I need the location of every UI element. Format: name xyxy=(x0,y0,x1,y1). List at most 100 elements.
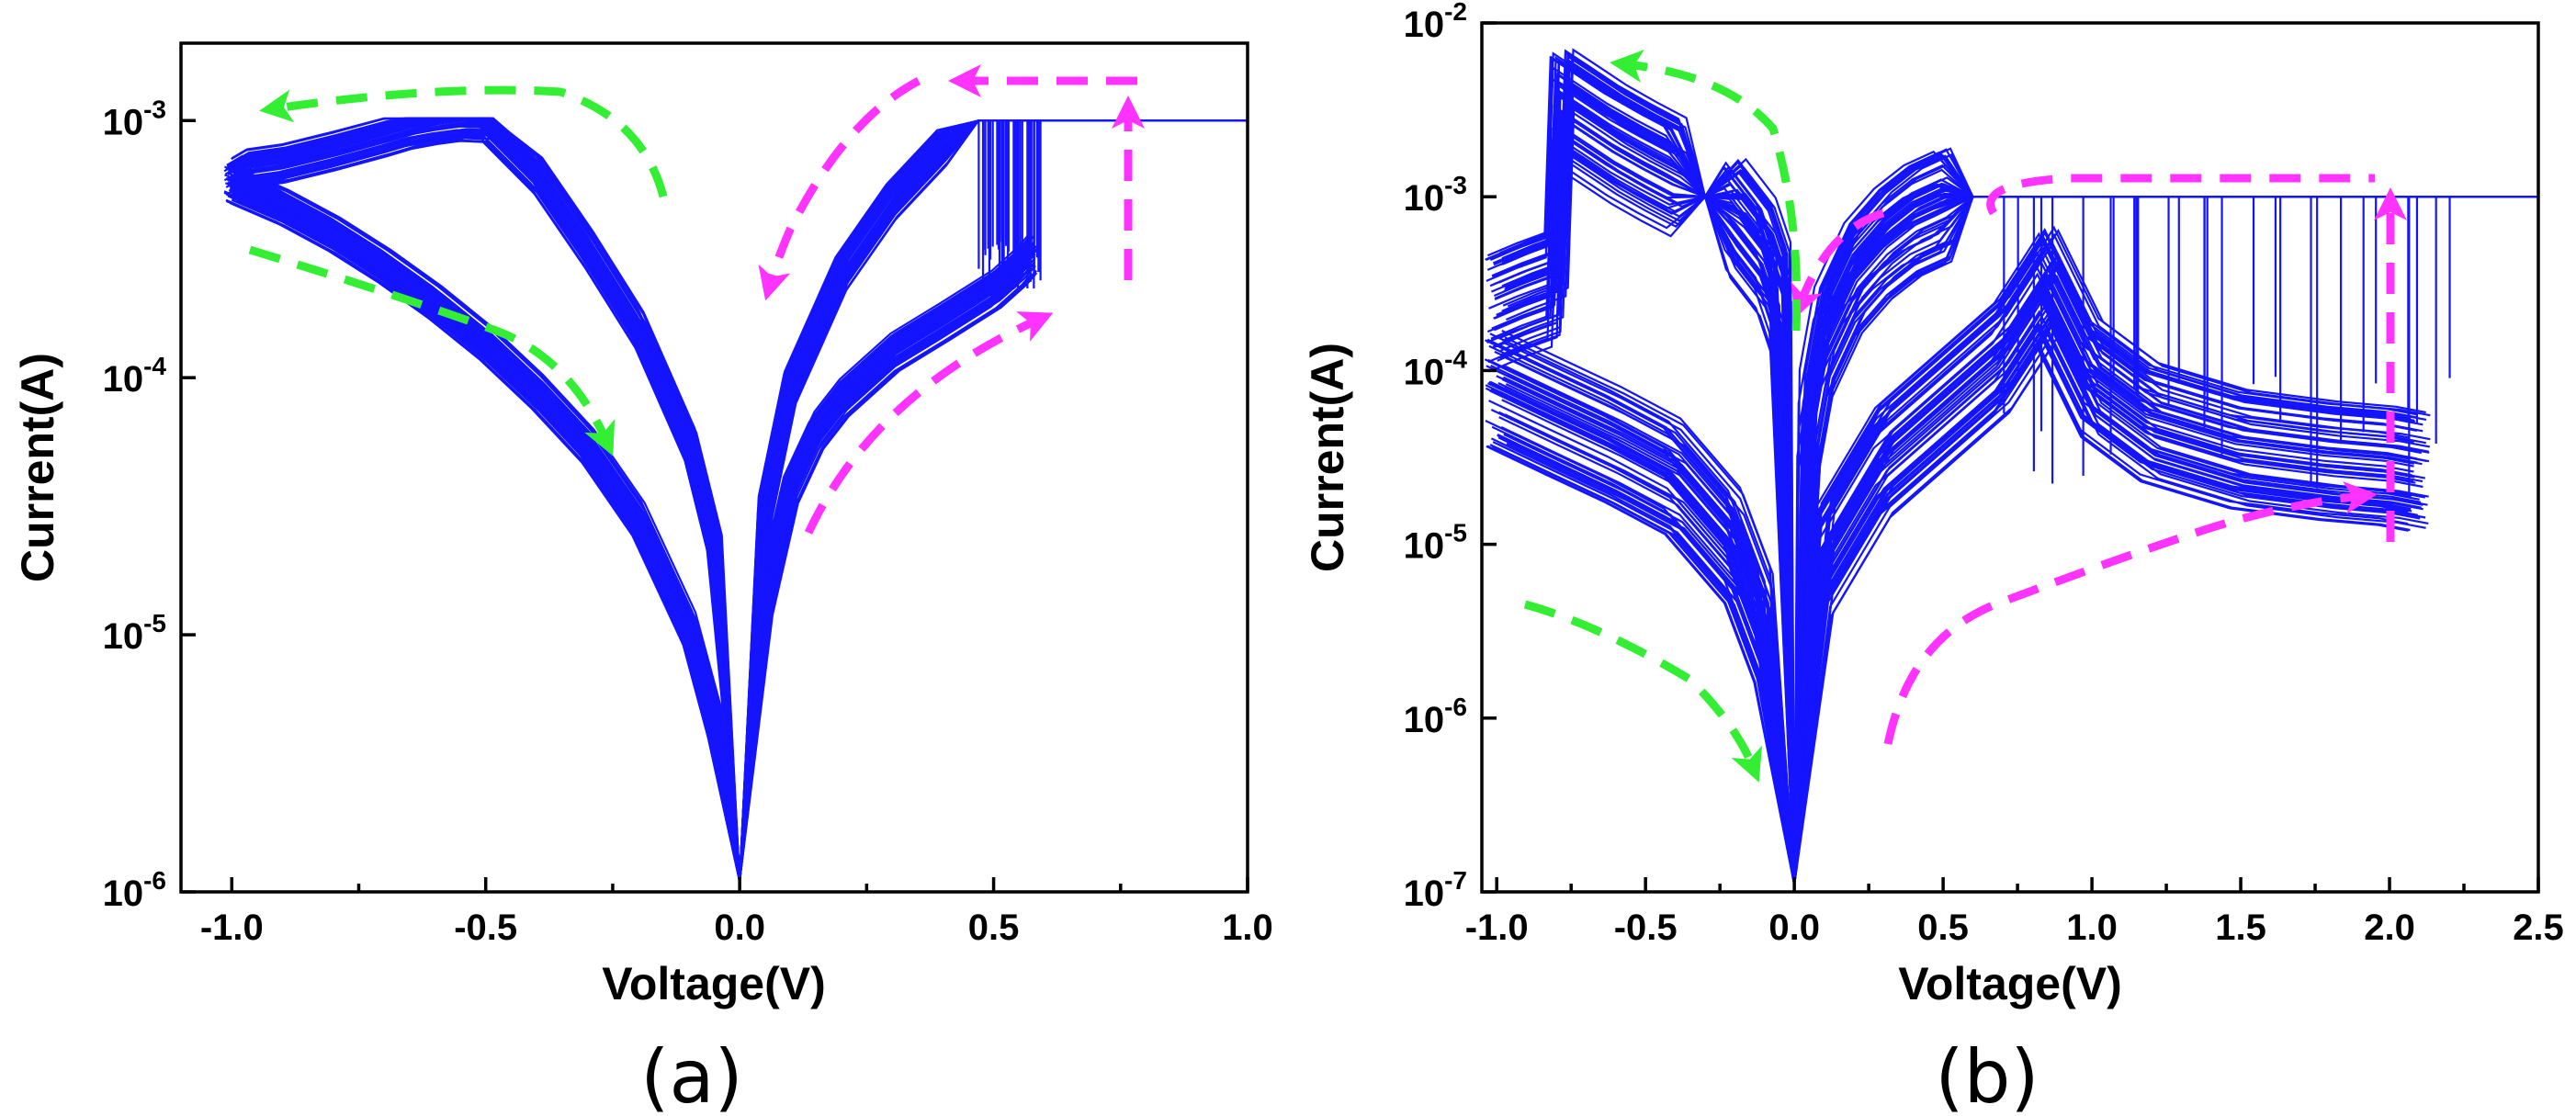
x-tick-label: 0.5 xyxy=(1917,907,1969,948)
x-tick-label: 1.5 xyxy=(2215,907,2266,948)
iv-sweep-line xyxy=(1498,411,1796,885)
iv-sweep-line xyxy=(1793,310,2412,885)
iv-sweep-line xyxy=(1793,163,2538,885)
iv-sweep-line xyxy=(227,136,741,882)
iv-sweep-line xyxy=(1498,78,1796,885)
x-tick-label: 0.0 xyxy=(714,907,765,948)
iv-sweep-line xyxy=(1793,312,2420,885)
iv-sweep-line xyxy=(1793,196,2538,885)
iv-sweep-line xyxy=(232,139,741,882)
iv-sweep-line xyxy=(1793,168,2538,885)
iv-sweep-line xyxy=(1493,126,1796,885)
panel-a-x-ticks: -1.0 -0.5 0.0 0.5 1.0 xyxy=(200,877,1273,948)
x-tick-label: -0.5 xyxy=(454,907,517,948)
iv-sweep-line xyxy=(230,124,741,882)
iv-sweep-line xyxy=(238,117,741,882)
iv-sweep-line xyxy=(1793,183,2538,885)
iv-sweep-line xyxy=(231,135,741,882)
panel-b-iv-curves xyxy=(1484,48,2538,885)
x-tick-label: 0.5 xyxy=(968,907,1020,948)
y-tick-label: 10-5 xyxy=(1404,519,1467,567)
iv-sweep-line xyxy=(232,176,741,882)
iv-sweep-line xyxy=(739,248,1027,882)
iv-sweep-line xyxy=(1793,163,2538,885)
iv-sweep-line xyxy=(232,192,741,882)
iv-sweep-line xyxy=(1793,277,2423,885)
iv-sweep-line xyxy=(234,165,741,882)
iv-sweep-line xyxy=(1793,272,2410,885)
iv-sweep-line xyxy=(1493,91,1796,885)
y-tick-label: 10-6 xyxy=(103,866,166,914)
iv-sweep-line xyxy=(229,194,741,882)
y-tick-label: 10-7 xyxy=(1404,866,1467,914)
iv-sweep-line xyxy=(237,133,741,882)
iv-sweep-line xyxy=(1793,244,2423,885)
iv-sweep-line xyxy=(1486,139,1796,885)
iv-sweep-line xyxy=(237,177,741,882)
iv-sweep-line xyxy=(1504,336,1796,885)
reset-arrow-down xyxy=(1523,600,1763,783)
x-tick-label: -1.0 xyxy=(200,907,264,948)
reset-arrow-down xyxy=(248,245,616,457)
iv-sweep-line xyxy=(238,192,741,882)
set-arrow-top xyxy=(1986,174,2375,216)
iv-sweep-line xyxy=(1499,154,1796,885)
iv-sweep-line xyxy=(228,180,741,882)
iv-sweep-line xyxy=(1793,336,2429,885)
panel-b-x-axis-title: Voltage(V) xyxy=(1898,958,2122,1009)
panel-b-axes-frame xyxy=(1480,21,2540,894)
iv-sweep-line xyxy=(228,167,741,882)
iv-sweep-line xyxy=(225,193,741,882)
iv-sweep-line xyxy=(237,167,741,882)
iv-sweep-line xyxy=(1496,111,1796,885)
iv-sweep-line xyxy=(739,267,1024,882)
iv-sweep-line xyxy=(236,180,741,882)
iv-sweep-line xyxy=(231,195,741,882)
panel-a-x-axis-title: Voltage(V) xyxy=(602,958,826,1009)
iv-sweep-line xyxy=(1793,151,2538,885)
iv-sweep-line xyxy=(1793,228,2417,885)
iv-sweep-line xyxy=(1793,183,2538,885)
iv-sweep-line xyxy=(236,183,741,882)
panel-a-axes-frame xyxy=(179,41,1249,894)
iv-sweep-line xyxy=(231,173,741,882)
panel-a-iv-curves xyxy=(223,117,1248,882)
y-tick-label: 10-4 xyxy=(1404,344,1468,392)
iv-sweep-line xyxy=(237,178,741,882)
iv-sweep-line xyxy=(232,198,741,882)
iv-sweep-line xyxy=(234,174,741,882)
iv-sweep-line xyxy=(236,128,741,882)
iv-sweep-line xyxy=(1484,358,1796,885)
iv-sweep-line xyxy=(1502,60,1796,885)
iv-sweep-line xyxy=(231,177,741,882)
iv-sweep-line xyxy=(1497,141,1796,885)
iv-sweep-line xyxy=(1496,344,1796,885)
iv-sweep-line xyxy=(1491,166,1796,885)
iv-sweep-line xyxy=(1793,272,2418,885)
iv-sweep-line xyxy=(739,269,1025,882)
iv-sweep-line xyxy=(1502,101,1796,885)
iv-sweep-line xyxy=(228,129,741,882)
iv-sweep-line xyxy=(233,176,741,882)
iv-sweep-line xyxy=(231,198,741,882)
iv-sweep-line xyxy=(231,185,741,882)
reset-arrow-top xyxy=(259,85,668,198)
iv-sweep-line xyxy=(232,180,741,882)
panel-a: -1.0 -0.5 0.0 0.5 1.0 10-6 10-5 10-4 10-3 Volta… xyxy=(12,41,1273,1116)
iv-sweep-line xyxy=(739,273,1035,882)
iv-sweep-line xyxy=(1793,147,2538,885)
iv-sweep-line xyxy=(229,181,741,882)
iv-sweep-line xyxy=(1793,279,2414,885)
iv-sweep-line xyxy=(229,189,741,882)
iv-sweep-line xyxy=(1793,225,2426,885)
y-tick-label: 10-5 xyxy=(103,609,166,657)
iv-sweep-line xyxy=(232,132,741,882)
iv-sweep-line xyxy=(1793,187,2538,885)
iv-sweep-line xyxy=(1793,196,2538,885)
iv-sweep-line xyxy=(233,191,741,882)
iv-sweep-line xyxy=(1494,124,1796,885)
iv-sweep-line xyxy=(1793,196,2538,885)
iv-sweep-line xyxy=(1490,365,1796,885)
panel-a-y-axis-title: Current(A) xyxy=(12,353,63,582)
iv-sweep-line xyxy=(230,180,741,882)
